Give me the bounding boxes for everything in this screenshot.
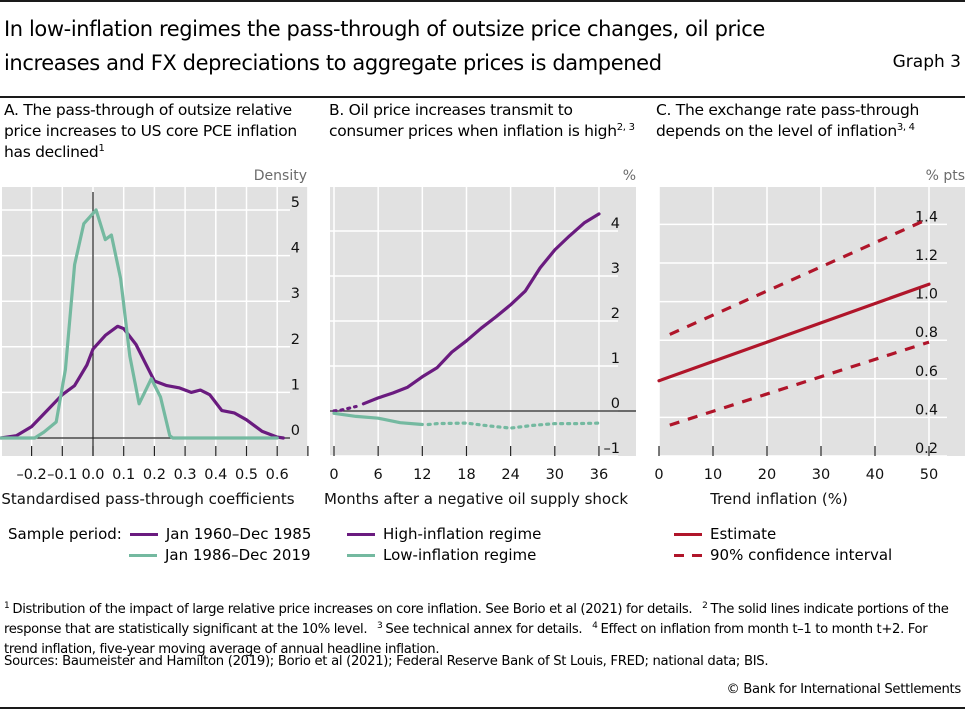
legend-label: Low-inflation regime [383, 546, 537, 564]
panel-b-title-text: B. Oil price increases transmit to consu… [329, 101, 617, 140]
panel-a-title-footnote-ref: 1 [98, 143, 105, 154]
y-tick-label: 2 [291, 332, 300, 348]
y-tick-label: 5 [291, 195, 300, 211]
panel-b-title: B. Oil price increases transmit to consu… [329, 100, 639, 142]
footnote-num: 4 [592, 621, 598, 631]
legend-label: Jan 1986–Dec 2019 [165, 546, 311, 564]
panel-c-title: C. The exchange rate pass-through depend… [656, 100, 965, 142]
x-tick-label: 0.3 [174, 467, 197, 483]
y-tick-label: 0.6 [915, 364, 938, 380]
x-tick-label: 0.5 [235, 467, 258, 483]
legend-prefix: Sample period: [8, 525, 122, 543]
y-tick-label: 4 [611, 216, 620, 232]
panel-a-title: A. The pass-through of outsize relative … [4, 100, 314, 163]
y-tick-label: 0.8 [915, 325, 938, 341]
x-tick-label: 0.6 [266, 467, 289, 483]
panel-b-legend: High-inflation regime Low-inflation regi… [347, 524, 541, 566]
copyright: © Bank for International Settlements [726, 682, 961, 697]
x-tick-label: 30 [546, 467, 564, 483]
x-tick-label: 0.4 [204, 467, 227, 483]
series-line-high-inflation-regime-significant [361, 212, 601, 406]
y-tick-label: 3 [611, 261, 620, 277]
x-tick-label: 36 [590, 467, 608, 483]
x-tick-label: –0.2 [16, 467, 46, 483]
y-tick-label: 1 [291, 377, 300, 393]
panel-a-title-text: A. The pass-through of outsize relative … [4, 101, 297, 161]
x-tick-label: 18 [457, 467, 475, 483]
y-tick-label: 4 [291, 241, 300, 257]
y-unit-label: % pts [926, 168, 965, 184]
x-axis-title: Trend inflation (%) [709, 490, 848, 508]
series-line-high-inflation-regime-insignificant [332, 404, 358, 413]
footnotes: 1 Distribution of the impact of large rel… [4, 600, 964, 660]
y-tick-label: 0.2 [915, 441, 938, 457]
y-tick-label: 2 [611, 306, 620, 322]
series-line-low-inflation-regime-significant [332, 411, 424, 427]
legend-swatch-purple [129, 533, 158, 536]
x-tick-label: 0.1 [112, 467, 135, 483]
graph-number: Graph 3 [892, 52, 961, 72]
footnote-num: 3 [377, 621, 383, 631]
y-unit-label: % [623, 168, 636, 184]
graph-title: In low-inflation regimes the pass-throug… [4, 17, 765, 75]
series-line-jan-1960-dec-1985 [0, 324, 285, 440]
x-tick-label: 24 [501, 467, 519, 483]
panel-c-legend: Estimate 90% confidence interval [674, 524, 892, 566]
x-axis-title: Months after a negative oil supply shock [324, 490, 628, 508]
legend-label: Estimate [710, 525, 777, 543]
y-tick-label: 1 [611, 351, 620, 367]
y-tick-label: 3 [291, 286, 300, 302]
panel-c-chart: 0.20.40.60.81.01.21.40 10 20 30 40 50% ptsTre… [654, 168, 965, 508]
legend-label: High-inflation regime [383, 525, 542, 543]
x-tick-label: 30 [812, 467, 830, 483]
sources: Sources: Baumeister and Hamilton (2019);… [4, 654, 769, 669]
footnote-num: 1 [4, 601, 10, 611]
panel-a-chart: 0 1 2 3 4 5 –0.2 –0.1 0.0 0.1 0.2 0.3 0.4 0.5 0.6 Densi… [0, 168, 309, 508]
series-line-estimate [657, 282, 931, 383]
header-rule [0, 96, 965, 98]
x-axis-title: Standardised pass-through coefficients [1, 490, 294, 508]
series-line-jan-1986-dec-2019 [0, 208, 279, 440]
y-tick-label: 1.0 [915, 287, 938, 303]
footnote-text: See technical annex for details. [385, 622, 583, 637]
series-line-low-inflation-regime-insignificant [426, 421, 601, 430]
footnote-text: Effect on inflation from month t–1 to mo… [4, 622, 928, 657]
x-tick-label: 0 [329, 467, 338, 483]
x-tick-label: 50 [920, 467, 938, 483]
y-tick-label: 0 [291, 423, 300, 439]
x-tick-label: 12 [413, 467, 431, 483]
x-tick-label: 40 [866, 467, 884, 483]
panel-c-title-footnote-ref: 3, 4 [896, 122, 915, 133]
legend-swatch-teal [129, 554, 157, 557]
y-unit-label: Density [254, 168, 307, 184]
legend-swatch-teal [347, 554, 375, 557]
y-tick-label: –1 [604, 441, 620, 457]
x-tick-label: 0.2 [143, 467, 166, 483]
panel-b-title-footnote-ref: 2, 3 [616, 122, 635, 133]
footnote-text: The solid lines indicate portions of the… [4, 602, 949, 637]
legend-swatch-solid-red [674, 533, 702, 536]
x-tick-label: 0.0 [81, 467, 104, 483]
x-tick-label: 20 [758, 467, 776, 483]
x-tick-label: 0 [654, 467, 663, 483]
legend-label: Jan 1960–Dec 1985 [165, 525, 312, 543]
legend-label: 90% confidence interval [710, 546, 893, 564]
bottom-rule [0, 707, 965, 709]
y-tick-label: 0 [611, 396, 620, 412]
y-tick-label: 0.4 [915, 402, 938, 418]
series-line-90-confidence-interval-upper [669, 217, 930, 336]
legend-swatch-purple [347, 533, 375, 536]
footnote-text: Distribution of the impact of large rela… [12, 602, 693, 617]
x-tick-label: 10 [704, 467, 722, 483]
panel-a-legend: Sample period: Jan 1960–Dec 1985 Jan 198… [8, 524, 311, 566]
legend-swatch-dashed-red [674, 554, 702, 557]
x-tick-label: 6 [374, 467, 383, 483]
top-rule [0, 0, 965, 2]
y-tick-label: 1.2 [915, 248, 938, 264]
panel-c-title-text: C. The exchange rate pass-through depend… [656, 101, 920, 140]
footnote-num: 2 [702, 601, 708, 611]
series-line-90-confidence-interval-lower [669, 340, 930, 427]
x-tick-label: –0.1 [47, 467, 77, 483]
